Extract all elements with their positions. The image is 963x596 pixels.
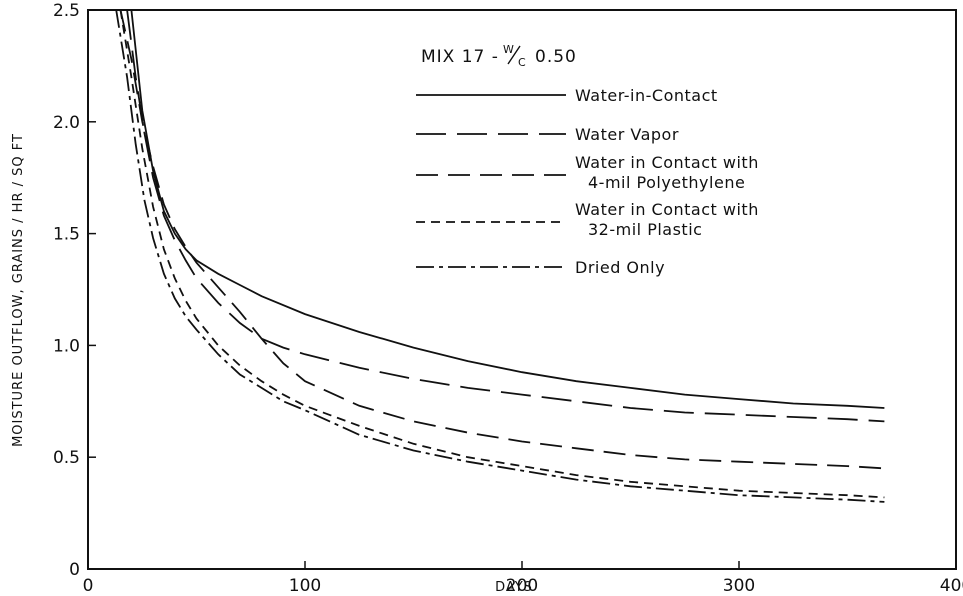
legend-label: 32-mil Plastic — [588, 220, 702, 239]
legend: Water-in-Contact Water Vapor Water in Cont… — [416, 86, 759, 277]
series-line-5 — [115, 10, 885, 503]
x-tick-label: 100 — [289, 576, 321, 596]
legend-label: Water Vapor — [575, 125, 679, 144]
legend-label: Water-in-Contact — [575, 86, 718, 105]
y-tick-label: 0.5 — [53, 448, 80, 468]
y-tick-label: 1.0 — [53, 336, 80, 356]
chart-title-ratio-numerator: W — [503, 43, 515, 56]
series-line-1 — [130, 10, 885, 409]
legend-label: Water in Contact with — [575, 153, 759, 172]
chart-title-ratio-value: 0.50 — [535, 47, 577, 67]
series-lines — [115, 10, 885, 503]
y-tick-label: 2.0 — [53, 113, 80, 133]
chart-title-ratio-slash — [507, 45, 521, 65]
y-tick-label: 2.5 — [53, 1, 80, 21]
series-line-4 — [119, 10, 885, 499]
y-axis-title: MOISTURE OUTFLOW, GRAINS / HR / SQ FT — [11, 133, 26, 447]
x-tick-label: 0 — [83, 576, 94, 596]
x-axis-title: DAYS — [495, 580, 533, 595]
plot-frame — [87, 9, 957, 570]
chart-title-main: MIX 17 - — [421, 47, 499, 67]
x-tick-label: 400 — [940, 576, 963, 596]
x-tick-label: 300 — [723, 576, 755, 596]
legend-label: Dried Only — [575, 258, 665, 277]
legend-label: 4-mil Polyethylene — [588, 173, 745, 192]
chart-title: MIX 17 - W C 0.50 — [421, 43, 577, 69]
axis-ticks: 0 100 200 300 400 0 0.5 1.0 1.5 2.0 2.5 — [53, 1, 963, 596]
series-line-3 — [119, 10, 885, 470]
legend-label: Water in Contact with — [575, 200, 759, 219]
series-line-2 — [126, 10, 885, 423]
y-tick-label: 0 — [69, 560, 80, 580]
x-tick-label: 200 — [506, 576, 538, 596]
chart-title-ratio-denominator: C — [518, 56, 527, 69]
y-tick-label: 1.5 — [53, 225, 80, 245]
